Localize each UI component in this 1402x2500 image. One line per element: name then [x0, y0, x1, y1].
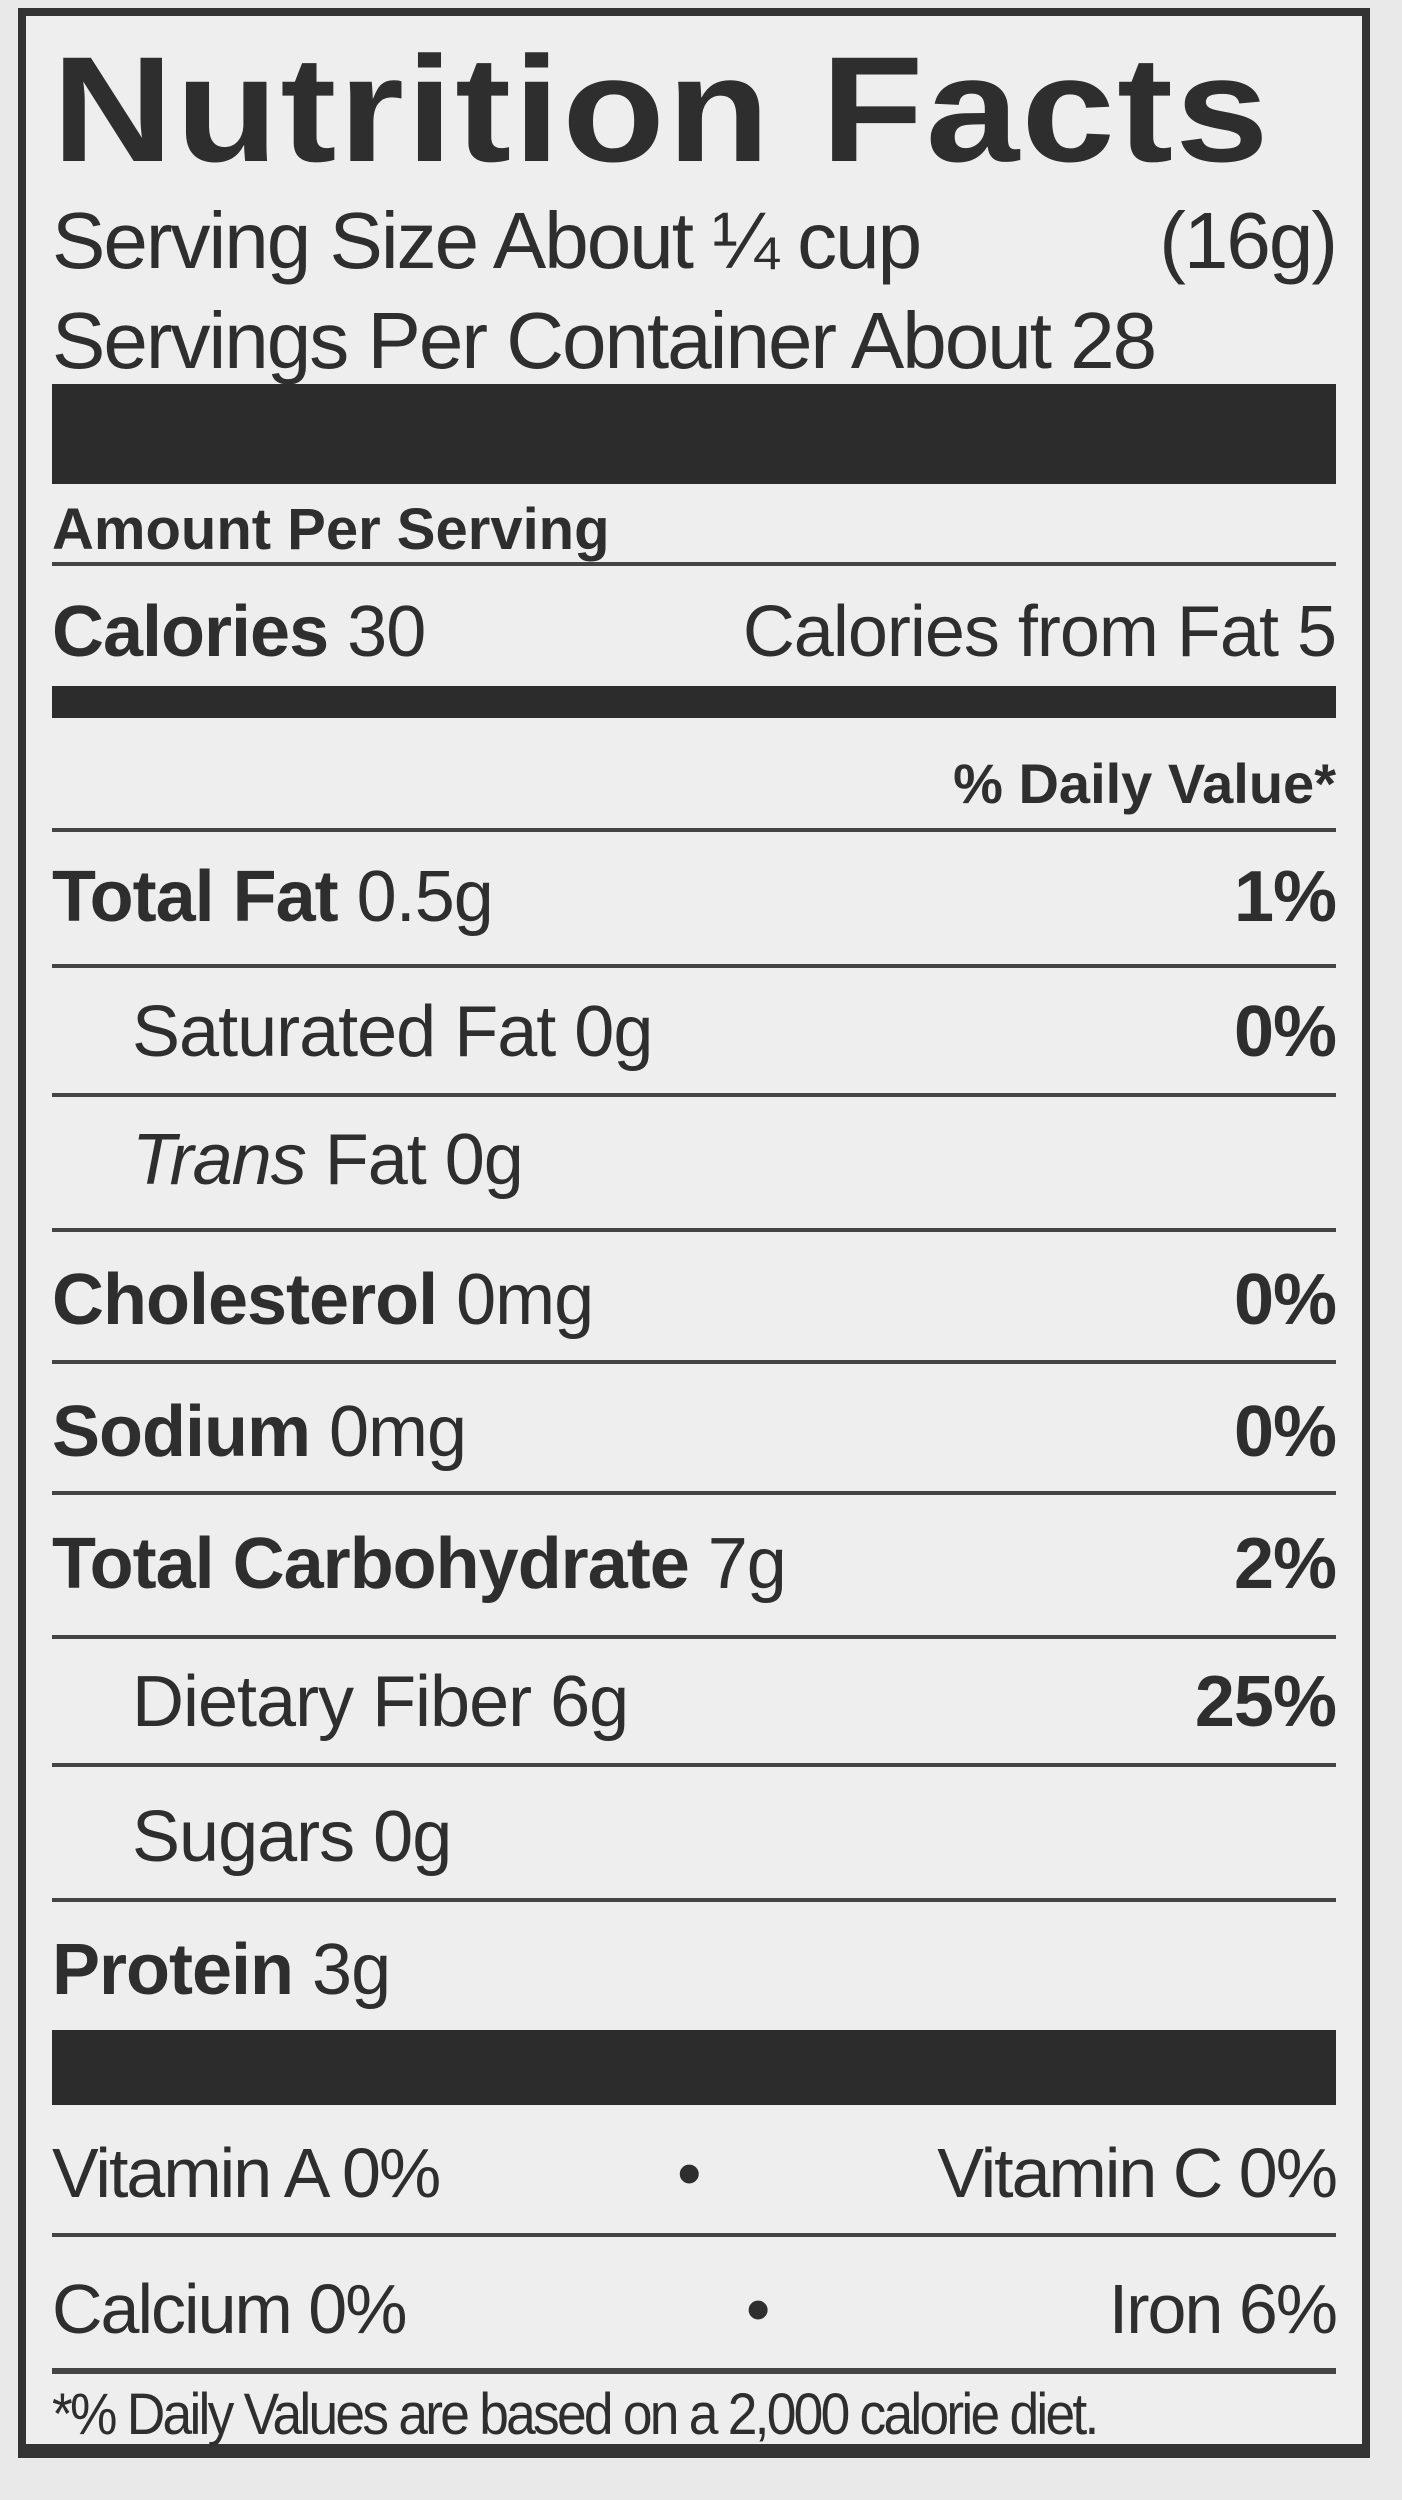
- nutrient-name: Sodium: [52, 1392, 311, 1472]
- nutrient-dv: 0%: [1233, 1392, 1337, 1472]
- divider: [52, 2233, 1336, 2237]
- thick-divider: [52, 2030, 1336, 2105]
- nutrient-name: Dietary Fiber: [132, 1662, 532, 1742]
- nutrient-name: Cholesterol: [52, 1260, 438, 1340]
- nutrient-amount: 0mg: [329, 1392, 467, 1472]
- servings-per-container: Servings Per Container About 28: [52, 301, 1336, 381]
- serving-size: Serving Size About ¼ cup: [52, 196, 922, 285]
- nutrition-facts-panel: Nutrition Facts Serving Size About ¼ cup…: [18, 8, 1370, 2458]
- nutrient-name: Trans: [132, 1120, 307, 1200]
- footnote: *% Daily Values are based on a 2,000 cal…: [52, 2386, 1233, 2444]
- nutrient-row-sugars: Sugars 0g: [52, 1801, 1336, 1873]
- calories-label: Calories: [52, 592, 329, 672]
- nutrient-name: Saturated Fat: [132, 992, 556, 1072]
- nutrient-dv: 25%: [1194, 1662, 1337, 1742]
- bullet-icon: •: [745, 2270, 770, 2348]
- nutrient-row-total-carbohydrate: Total Carbohydrate 7g 2%: [52, 1524, 1337, 1604]
- nutrient-name: Protein: [52, 1930, 294, 2010]
- nutrient-amount: 3g: [312, 1930, 391, 2010]
- nutrient-amount: 0g: [574, 992, 653, 1072]
- divider: [52, 964, 1336, 968]
- nutrient-amount: 0mg: [456, 1260, 594, 1340]
- vitamin-c: Vitamin C 0%: [937, 2134, 1338, 2212]
- daily-value-header-text: % Daily Value*: [953, 752, 1336, 815]
- nutrient-row-trans-fat: Trans Fat 0g: [52, 1124, 1336, 1196]
- nutrient-dv: 1%: [1233, 857, 1337, 937]
- nutrient-row-dietary-fiber: Dietary Fiber 6g 25%: [52, 1662, 1337, 1742]
- divider: [52, 562, 1336, 566]
- nutrient-row-protein: Protein 3g: [52, 1934, 1336, 2006]
- nutrient-row-saturated-fat: Saturated Fat 0g 0%: [52, 992, 1337, 1072]
- vitamin-a: Vitamin A 0%: [52, 2134, 441, 2212]
- nutrient-amount: 0.5g: [356, 857, 494, 937]
- divider: [52, 828, 1336, 832]
- divider: [52, 1228, 1336, 1232]
- footnote-text: *% Daily Values are based on a 2,000 cal…: [52, 2382, 1099, 2447]
- nutrient-amount: 7g: [707, 1524, 787, 1604]
- divider: [52, 1898, 1336, 1902]
- medium-divider: [52, 686, 1336, 718]
- nutrient-amount: Fat 0g: [324, 1120, 524, 1200]
- calories-from-fat: Calories from Fat 5: [742, 592, 1337, 672]
- nutrient-amount: 6g: [550, 1662, 629, 1742]
- divider: [52, 1360, 1336, 1364]
- divider: [52, 1763, 1336, 1767]
- calories-value: 30: [347, 592, 426, 672]
- nutrient-row-total-fat: Total Fat 0.5g 1%: [52, 857, 1337, 937]
- nutrient-name: Sugars: [132, 1797, 355, 1877]
- title: Nutrition Facts: [52, 25, 1271, 193]
- nutrient-row-sodium: Sodium 0mg 0%: [52, 1392, 1337, 1472]
- serving-grams: (16g): [1159, 196, 1338, 285]
- daily-value-header: % Daily Value*: [52, 756, 1336, 812]
- nutrient-name: Total Fat: [52, 857, 339, 937]
- nutrient-dv: 0%: [1233, 1260, 1337, 1340]
- divider: [52, 1491, 1336, 1495]
- calcium: Calcium 0%: [52, 2270, 407, 2348]
- iron: Iron 6%: [1108, 2270, 1338, 2348]
- mineral-row: Calcium 0% • Iron 6%: [52, 2270, 1338, 2348]
- nutrient-name: Total Carbohydrate: [52, 1524, 690, 1604]
- servings-per-container-text: Servings Per Container About 28: [52, 296, 1157, 385]
- serving-size-row: Serving Size About ¼ cup (16g): [52, 196, 1338, 285]
- divider: [52, 2368, 1336, 2374]
- nutrient-dv: 2%: [1233, 1524, 1337, 1604]
- vitamin-row: Vitamin A 0% • Vitamin C 0%: [52, 2134, 1338, 2212]
- bullet-icon: •: [676, 2134, 701, 2212]
- calories-row: Calories 30 Calories from Fat 5: [52, 592, 1337, 672]
- amount-per-serving-text: Amount Per Serving: [52, 497, 610, 562]
- thick-divider: [52, 384, 1336, 484]
- nutrient-dv: 0%: [1233, 992, 1337, 1072]
- nutrient-row-cholesterol: Cholesterol 0mg 0%: [52, 1260, 1337, 1340]
- divider: [52, 1635, 1336, 1639]
- amount-per-serving: Amount Per Serving: [52, 501, 1336, 559]
- nutrient-amount: 0g: [373, 1797, 452, 1877]
- divider: [52, 1093, 1336, 1097]
